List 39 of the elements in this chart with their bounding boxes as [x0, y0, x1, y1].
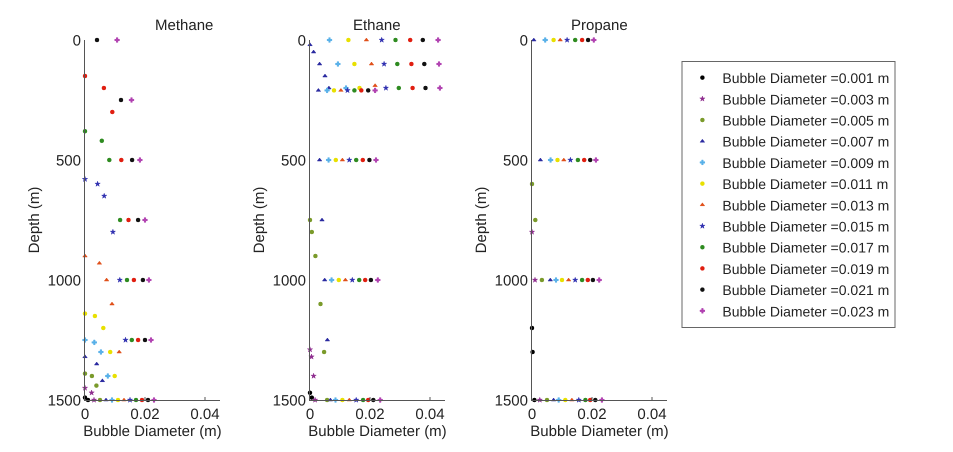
y-axis-title: Depth (m)	[26, 186, 43, 254]
legend-label: Bubble Diameter =0.013 m	[722, 197, 890, 214]
y-tick-label: 1000	[48, 272, 81, 290]
y-tick-label: 0	[72, 32, 81, 50]
legend-label: Bubble Diameter =0.003 m	[722, 91, 890, 108]
y-tick-label: 500	[502, 152, 528, 170]
legend-label: Bubble Diameter =0.023 m	[722, 303, 890, 320]
x-tick-label: 0.02	[130, 406, 160, 423]
y-tick-label: 1000	[494, 272, 528, 290]
legend-label: Bubble Diameter =0.017 m	[722, 240, 890, 256]
legend-label: Bubble Diameter =0.021 m	[722, 282, 890, 298]
x-axis-title: Bubble Diameter (m)	[83, 423, 222, 440]
x-tick-label: 0.02	[577, 406, 607, 423]
x-tick-label: 0.02	[355, 406, 385, 423]
legend-label: Bubble Diameter =0.015 m	[722, 218, 890, 234]
legend-label: Bubble Diameter =0.011 m	[722, 176, 888, 192]
legend-label: Bubble Diameter =0.001 m	[722, 70, 890, 86]
legend-label: Bubble Diameter =0.007 m	[722, 134, 890, 150]
y-tick-label: 1000	[272, 272, 306, 290]
y-axis-title: Depth (m)	[472, 186, 490, 254]
x-tick-label: 0.04	[415, 406, 445, 423]
x-tick-label: 0.04	[190, 406, 220, 423]
y-tick-label: 1500	[494, 392, 528, 410]
legend-label: Bubble Diameter =0.005 m	[722, 112, 890, 128]
legend-label: Bubble Diameter =0.009 m	[722, 154, 890, 171]
legend-label: Bubble Diameter =0.019 m	[722, 260, 890, 277]
y-tick-label: 0	[520, 32, 528, 50]
y-axis-title: Depth (m)	[250, 186, 268, 254]
x-axis-title: Bubble Diameter (m)	[308, 423, 447, 440]
x-tick-label: 0.04	[637, 406, 667, 423]
y-tick-label: 1500	[48, 392, 81, 410]
x-axis-title: Bubble Diameter (m)	[530, 423, 669, 440]
y-tick-label: 1500	[272, 392, 306, 410]
chart-title: Propane	[571, 17, 628, 34]
chart-title: Ethane	[353, 17, 401, 34]
y-tick-label: 500	[280, 152, 306, 170]
chart-title: Methane	[155, 17, 214, 34]
y-tick-label: 500	[56, 152, 81, 170]
y-tick-label: 0	[298, 32, 306, 50]
